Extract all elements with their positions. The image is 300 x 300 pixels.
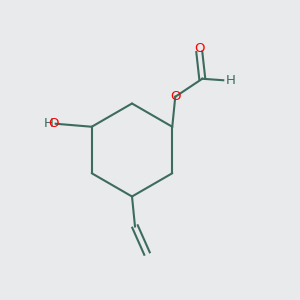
Text: O: O [48,117,59,130]
Text: H: H [44,117,53,130]
Text: O: O [170,90,181,103]
Text: O: O [194,42,205,55]
Text: H: H [226,74,236,87]
